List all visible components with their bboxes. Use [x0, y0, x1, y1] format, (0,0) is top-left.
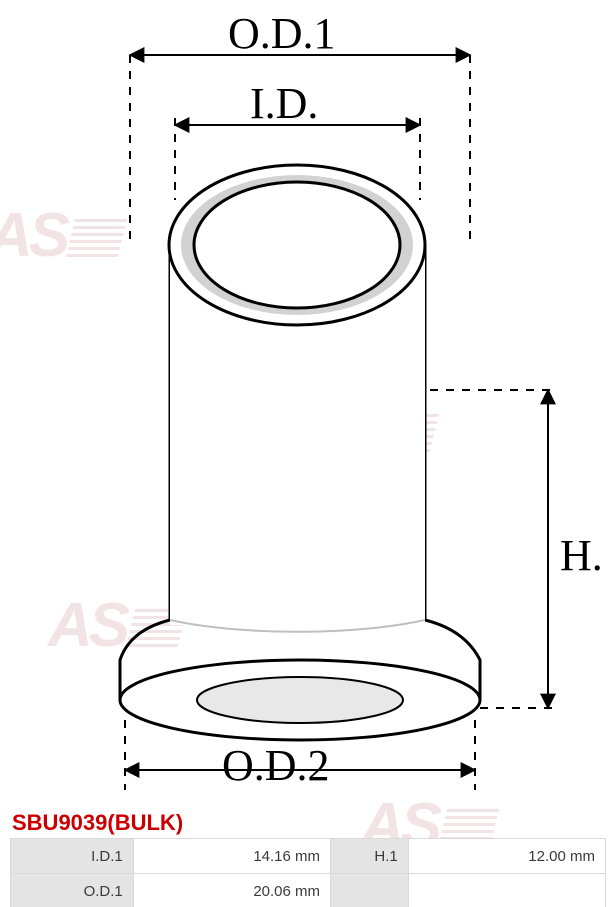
- spec-value: 12.00 mm: [408, 839, 605, 874]
- dim-label-od2: O.D.2: [222, 740, 330, 791]
- spec-key: O.D.1: [11, 874, 134, 907]
- table-row: O.D.1 20.06 mm: [11, 874, 606, 907]
- spec-value: 14.16 mm: [133, 839, 330, 874]
- spec-value: [408, 874, 605, 907]
- product-code: SBU9039(BULK): [12, 810, 183, 836]
- spec-key: [331, 874, 409, 907]
- spec-value: 20.06 mm: [133, 874, 330, 907]
- spec-key: H.1: [331, 839, 409, 874]
- dim-label-od1: O.D.1: [228, 8, 336, 59]
- dim-label-h: H.: [560, 530, 603, 581]
- spec-key: I.D.1: [11, 839, 134, 874]
- dim-label-id: I.D.: [250, 78, 318, 129]
- spec-table: I.D.1 14.16 mm H.1 12.00 mm O.D.1 20.06 …: [10, 838, 606, 907]
- table-row: I.D.1 14.16 mm H.1 12.00 mm: [11, 839, 606, 874]
